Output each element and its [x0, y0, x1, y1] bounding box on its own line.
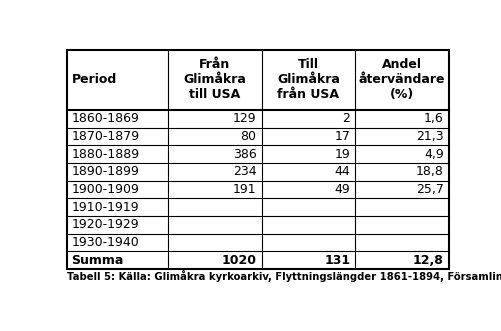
Text: 191: 191: [233, 183, 257, 196]
Text: 25,7: 25,7: [416, 183, 444, 196]
Text: 234: 234: [233, 165, 257, 178]
Text: 49: 49: [335, 183, 350, 196]
Text: 21,3: 21,3: [416, 130, 444, 143]
Text: Tabell 5: Källa: Glimåkra kyrkoarkiv, Flyttningslängder 1861-1894, Församlingsbö: Tabell 5: Källa: Glimåkra kyrkoarkiv, Fl…: [67, 270, 501, 282]
Bar: [67, 50, 449, 269]
Text: 4,9: 4,9: [424, 148, 444, 161]
Text: 1920-1929: 1920-1929: [72, 218, 139, 231]
Text: Från
Glimåkra
till USA: Från Glimåkra till USA: [183, 58, 246, 101]
Text: 1870-1879: 1870-1879: [72, 130, 140, 143]
Text: 131: 131: [324, 254, 350, 267]
Text: 1910-1919: 1910-1919: [72, 201, 139, 213]
Text: 1900-1909: 1900-1909: [72, 183, 139, 196]
Text: Till
Glimåkra
från USA: Till Glimåkra från USA: [277, 58, 340, 101]
Text: 80: 80: [240, 130, 257, 143]
Text: Period: Period: [72, 73, 117, 86]
Text: 1880-1889: 1880-1889: [72, 148, 140, 161]
Text: 17: 17: [334, 130, 350, 143]
Text: 1930-1940: 1930-1940: [72, 236, 139, 249]
Text: 12,8: 12,8: [413, 254, 444, 267]
Text: 44: 44: [335, 165, 350, 178]
Text: 1890-1899: 1890-1899: [72, 165, 139, 178]
Text: 2: 2: [342, 112, 350, 125]
Text: 19: 19: [335, 148, 350, 161]
Text: 1,6: 1,6: [424, 112, 444, 125]
Text: 1020: 1020: [221, 254, 257, 267]
Text: 1860-1869: 1860-1869: [72, 112, 139, 125]
Text: Summa: Summa: [72, 254, 124, 267]
Text: 129: 129: [233, 112, 257, 125]
Text: 18,8: 18,8: [416, 165, 444, 178]
Text: 386: 386: [233, 148, 257, 161]
Text: Andel
återvändare
(%): Andel återvändare (%): [359, 58, 445, 101]
